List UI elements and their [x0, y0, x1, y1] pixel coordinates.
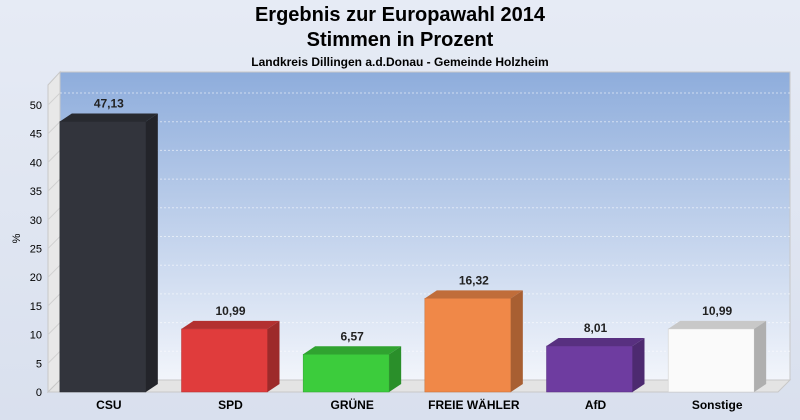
grid-line-side [47, 264, 61, 278]
y-tick-label: 20 [30, 272, 42, 284]
bar-top [59, 113, 158, 122]
grid-line-side [47, 293, 61, 307]
grid-line-side [47, 150, 61, 163]
bar-top [546, 338, 645, 347]
grid-line-side [47, 178, 61, 192]
bar-front [59, 121, 147, 393]
grid-line-side [47, 92, 61, 106]
bar-afd [546, 338, 645, 393]
data-label: 10,99 [215, 304, 245, 318]
y-tick-label: 10 [30, 330, 42, 342]
bar-front [424, 298, 512, 393]
y-tick-label: 30 [30, 215, 42, 227]
bar-front [546, 345, 633, 393]
plot-side-wall [47, 70, 61, 394]
y-tick-label: 40 [30, 157, 42, 169]
bar-top [668, 320, 767, 329]
x-tick-label: Sonstige [692, 398, 743, 412]
grid-line-side [47, 350, 61, 364]
grid-line-side [47, 322, 61, 335]
bar-side [754, 320, 767, 392]
y-tick-label: 50 [30, 100, 42, 112]
x-tick-label: AfD [585, 398, 607, 412]
grid-line-side [47, 207, 61, 221]
data-label: 10,99 [702, 304, 732, 318]
chart-title: Ergebnis zur Europawahl 2014 [254, 4, 546, 26]
bar-spd [181, 320, 280, 393]
bar-front [181, 328, 268, 393]
data-label: 16,32 [459, 273, 489, 287]
y-tick-label: 5 [36, 358, 42, 370]
x-tick-label: GRÜNE [330, 397, 373, 412]
bar-freie-wähler [424, 290, 523, 393]
y-axis-label: % [11, 233, 23, 243]
data-label: 6,57 [340, 329, 364, 343]
grid-line-side [47, 236, 61, 249]
chart-subtitle-region: Landkreis Dillingen a.d.Donau - Gemeinde… [251, 55, 549, 69]
bar-csu [59, 113, 158, 393]
bar-grüne [302, 346, 402, 393]
bar-side [510, 290, 523, 392]
grid-line-side [47, 121, 61, 135]
bar-side [145, 113, 158, 392]
y-tick-label: 25 [30, 244, 42, 256]
data-label: 8,01 [584, 321, 608, 335]
bar-top [181, 320, 280, 329]
bar-top [303, 346, 402, 355]
bar-sonstige [667, 320, 767, 393]
y-tick-label: 35 [30, 186, 42, 198]
chart-subtitle: Stimmen in Prozent [306, 29, 494, 51]
data-label: 47,13 [94, 96, 124, 110]
x-tick-label: FREIE WÄHLER [428, 397, 520, 412]
bar-top [424, 290, 523, 299]
y-tick-label: 15 [30, 301, 42, 313]
y-tick-label: 45 [30, 129, 42, 141]
bar-side [267, 320, 280, 392]
y-tick-label: 0 [36, 387, 42, 399]
x-tick-label: SPD [218, 398, 243, 412]
bar-front [302, 354, 390, 393]
bar-front [667, 328, 755, 393]
bar-side [389, 346, 402, 392]
x-tick-label: CSU [96, 398, 121, 412]
bar-side [632, 338, 645, 392]
